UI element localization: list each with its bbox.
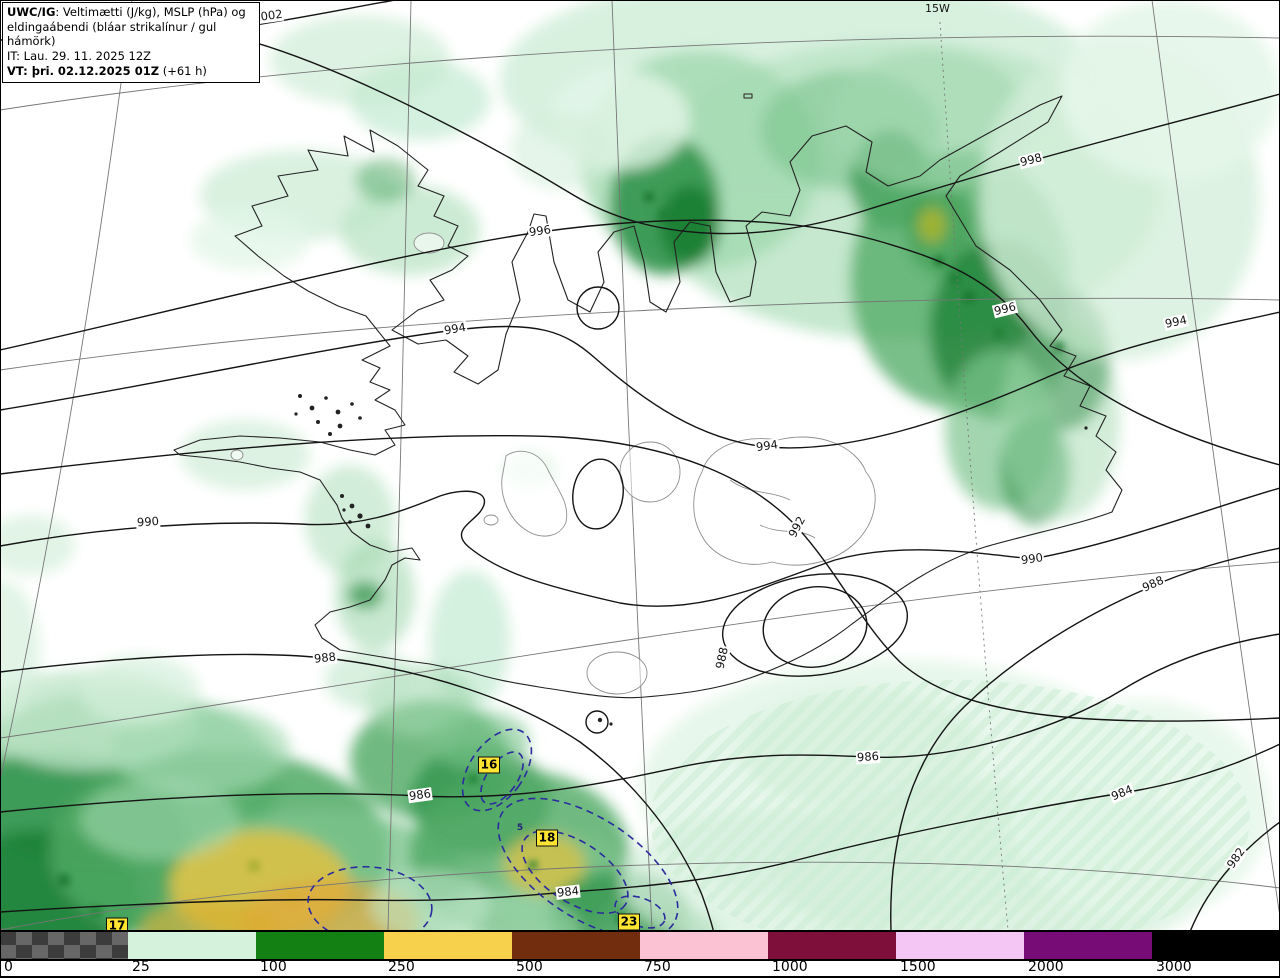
- glacier-langjokull: [501, 450, 568, 537]
- isobar-986: [0, 633, 1280, 813]
- isobar-998: [245, 39, 1280, 235]
- title-line-1: UWC/IG: Veltimætti (J/kg), MSLP (hPa) og: [7, 5, 246, 19]
- isobar-label-990: 990: [135, 513, 161, 530]
- isobar-closed-cell: [585, 710, 609, 734]
- colorbar-segment-1500: [896, 932, 1024, 959]
- glacier-drangajokull: [413, 232, 445, 254]
- colorbar-tick-1000: 1000: [772, 959, 808, 975]
- isobar-994: [0, 311, 1280, 449]
- coastline: [173, 93, 1123, 726]
- isobar-closed-cell: [572, 458, 624, 530]
- title-line-2: eldingaábendi (bláar strikalínur / gul h…: [7, 19, 217, 49]
- meridian-line: [0, 0, 133, 781]
- colorbar-tick-500: 500: [516, 959, 543, 975]
- colorbar-tick-1500: 1500: [900, 959, 936, 975]
- isobar-closed-low-outer: [721, 573, 909, 677]
- iceland-outline: [173, 95, 1123, 699]
- isobar-996: [0, 219, 1280, 466]
- isobar-label-988: 988: [312, 649, 338, 666]
- colorbar-segment-500: [512, 932, 640, 959]
- glacier-eiriksjokull: [483, 514, 499, 526]
- meridian-line: [1151, 0, 1280, 920]
- colorbar-tick-3000: 3000: [1156, 959, 1192, 975]
- colorbar-segment-3000: [1152, 932, 1280, 959]
- isobar-988: [0, 653, 719, 951]
- colorbar-segment-1000: [768, 932, 896, 959]
- colorbar-tick-100: 100: [260, 959, 287, 975]
- glacier-vatnajokull: [693, 436, 876, 566]
- parallel-line: [0, 561, 1280, 739]
- colorbar-tick-2000: 2000: [1028, 959, 1064, 975]
- glacier-hofsjokull: [619, 441, 681, 503]
- colorbar-segment-750: [640, 932, 768, 959]
- colorbar-segment-100: [256, 932, 384, 959]
- isobar-label-984: 984: [555, 883, 581, 900]
- colorbar-segments: [0, 930, 1280, 961]
- colorbar-segment-2000: [1024, 932, 1152, 959]
- colorbar-tick-25: 25: [132, 959, 150, 975]
- colorbar-segment-250: [384, 932, 512, 959]
- parallel-line: [0, 35, 1280, 111]
- valid-time: VT: þri. 02.12.2025 01Z (+61 h): [7, 63, 207, 78]
- lightning-max-marker-18: 18: [536, 829, 558, 847]
- glacier-myrdalsjokull: [586, 651, 648, 695]
- glacier-snaefellsjokull: [230, 449, 244, 461]
- title-box: UWC/IG: Veltimætti (J/kg), MSLP (hPa) og…: [2, 2, 260, 83]
- meridian-line-15w: [939, 21, 1009, 931]
- isobar-closed-low-inner: [762, 586, 868, 668]
- colorbar-segment-0: [0, 932, 128, 959]
- isobar-992: [0, 434, 1280, 722]
- meridian-line: [387, 0, 412, 931]
- cape-texture-stripes: [650, 680, 1250, 960]
- colorbar-segment-25: [128, 932, 256, 959]
- lightning-max-marker-16: 16: [478, 756, 500, 774]
- colorbar-tick-0: 0: [4, 959, 13, 975]
- isobar-label-986: 986: [855, 748, 881, 765]
- isobar-closed-cell: [576, 286, 620, 330]
- isobar-988-east: [889, 547, 1280, 951]
- product-id: UWC/IG: [7, 5, 56, 19]
- parallel-line: [0, 297, 1280, 371]
- lightning-max-marker-23: 23: [618, 913, 640, 931]
- longitude-label: 15W: [925, 2, 950, 15]
- cape-colorbar: 0 25 100 250 500 750 1000 1500 2000 3000: [0, 930, 1280, 978]
- colorbar-tick-750: 750: [644, 959, 671, 975]
- colorbar-tick-labels: 0 25 100 250 500 750 1000 1500 2000 3000: [0, 959, 1280, 976]
- small-islands: [294, 93, 1088, 726]
- glacier-detail-line: [729, 479, 791, 501]
- lightning-point-label: 5: [516, 823, 524, 833]
- colorbar-tick-250: 250: [388, 959, 415, 975]
- glaciers: [230, 232, 876, 695]
- init-time: IT: Lau. 29. 11. 2025 12Z: [7, 49, 152, 64]
